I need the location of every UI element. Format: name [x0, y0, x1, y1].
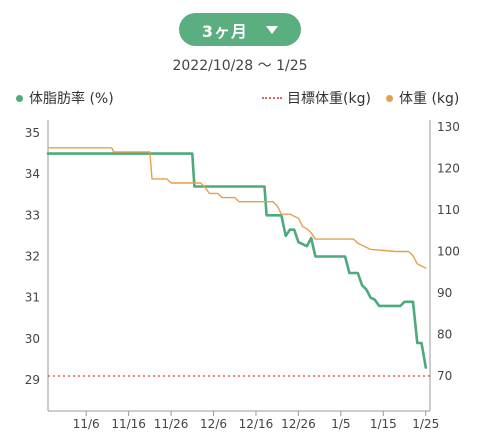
- y-left-tick-label: 30: [25, 332, 40, 346]
- y-left-tick-label: 32: [25, 250, 40, 264]
- y-left-tick-label: 35: [25, 126, 40, 140]
- period-selector-button[interactable]: 3ヶ月: [179, 13, 301, 46]
- x-tick-label: 12/6: [200, 417, 227, 431]
- y-right-tick-label: 130: [437, 120, 460, 134]
- x-tick-label: 11/16: [111, 417, 146, 431]
- legend-target-weight-line: [262, 97, 282, 99]
- y-left-tick-label: 33: [25, 208, 40, 222]
- y-right-tick-label: 120: [437, 162, 460, 176]
- legend-body-fat-dot: [16, 94, 23, 102]
- legend-target-weight-label: 目標体重(kg): [287, 91, 371, 107]
- caret-down-icon: [266, 25, 279, 34]
- x-tick-label: 12/26: [281, 417, 316, 431]
- y-right-tick-label: 70: [437, 369, 452, 383]
- x-tick-label: 1/25: [412, 417, 439, 431]
- legend-weight: 体重 (kg): [386, 88, 459, 108]
- period-selector-label: 3ヶ月: [201, 21, 249, 41]
- body-fat-series-line: [46, 152, 428, 369]
- legend-body-fat: 体脂肪率 (%): [16, 88, 114, 108]
- legend-body-fat-label: 体脂肪率 (%): [29, 91, 114, 107]
- x-tick-label: 12/16: [239, 417, 274, 431]
- x-tick-label: 11/26: [154, 417, 189, 431]
- y-right-tick-label: 100: [437, 245, 460, 259]
- legend-target-weight: 目標体重(kg): [262, 88, 371, 108]
- weight-series-line: [47, 147, 427, 269]
- x-tick-label: 1/5: [331, 417, 350, 431]
- y-left-tick-label: 34: [25, 167, 40, 181]
- x-tick-label: 11/6: [73, 417, 100, 431]
- date-range-label: 2022/10/28 〜 1/25: [172, 58, 308, 74]
- y-right-tick-label: 80: [437, 328, 452, 342]
- y-right-tick-label: 90: [437, 286, 452, 300]
- legend-weight-dot: [386, 94, 393, 102]
- y-left-tick-label: 31: [25, 291, 40, 305]
- y-left-tick-label: 29: [25, 373, 40, 387]
- x-tick-label: 1/15: [370, 417, 397, 431]
- y-right-tick-label: 110: [437, 203, 460, 217]
- legend-weight-label: 体重 (kg): [399, 91, 460, 107]
